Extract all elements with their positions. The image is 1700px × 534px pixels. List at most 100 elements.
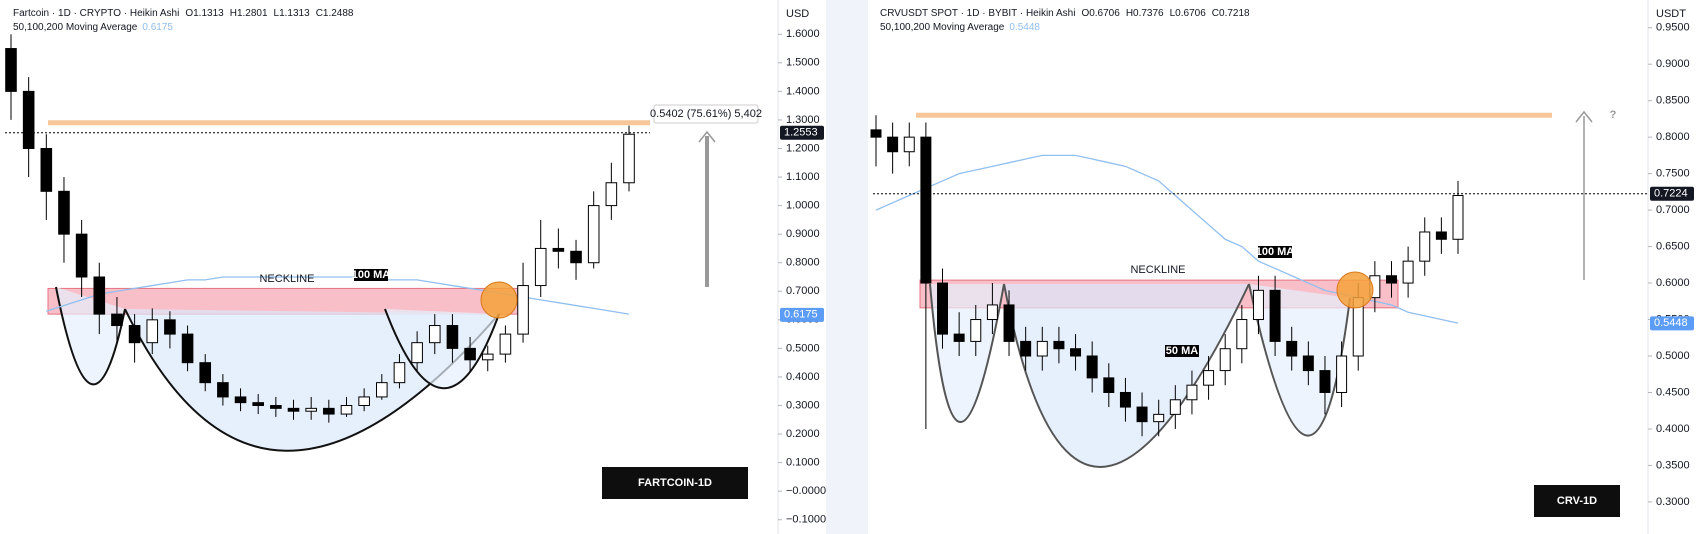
symbol: CRVUSDT SPOT · 1D · BYBIT · Heikin Ashi [880, 8, 1075, 19]
y-tick-label: 0.9000 [1656, 58, 1690, 70]
y-tick-label: 0.8000 [786, 257, 820, 269]
plot: 1.6000 1.5000 1.4000 1.3000 1.2000 1.1000 1.00… [5, 8, 1694, 526]
y-tick-label: 0.4500 [1656, 386, 1690, 398]
candle-body [570, 250, 582, 264]
separator [826, 0, 868, 534]
ohlc-value: O1.1313 [185, 8, 224, 19]
candle-body [986, 304, 998, 321]
chart-name: CRV-1D [1557, 495, 1597, 507]
ohlc-value: O0.6706 [1081, 8, 1120, 19]
candle-body [75, 233, 88, 278]
candle-body [1302, 355, 1314, 372]
candle-body [1336, 355, 1348, 393]
ohlc-value: L1.1313 [274, 8, 311, 19]
candle-body [428, 325, 441, 344]
annotation-box [1258, 246, 1292, 258]
breakout-circle [1336, 271, 1374, 309]
candle-body [393, 362, 406, 384]
candle-body [146, 319, 159, 344]
y-tick-label: 1.2000 [786, 142, 820, 154]
y-tick-label: 0.3000 [786, 399, 820, 411]
candle-body [111, 313, 123, 327]
ohlc-value: C0.7218 [1212, 8, 1250, 19]
candle-body [1452, 195, 1464, 240]
candle-body [1402, 260, 1414, 284]
candle-body [587, 205, 600, 264]
ma-price-tag [780, 307, 824, 322]
y-tick-label: 1.3000 [786, 114, 820, 126]
candle-body [1020, 340, 1032, 357]
legend-value: 0.5448 [1009, 22, 1040, 33]
candle-body [1136, 406, 1148, 423]
y-tick-label: 0.9000 [786, 228, 820, 240]
candle-body [1219, 348, 1231, 372]
y-tick-label: 0.7500 [1656, 168, 1690, 180]
candle-body [287, 407, 300, 412]
candle-body [1003, 304, 1015, 342]
candle-body [920, 136, 932, 284]
annotation: NECKLINE [1130, 264, 1185, 276]
header-title: CRVUSDT SPOT · 1D · BYBIT · Heikin Ashi O… [880, 8, 1250, 19]
legend-label: 50,100,200 Moving Average [13, 22, 138, 33]
candle-body [358, 396, 370, 406]
header-title: Fartcoin · 1D · CRYPTO · Heikin Ashi O1.1… [13, 8, 354, 19]
legend: 50,100,200 Moving Average 0.6175 [13, 22, 173, 33]
candle-body [517, 285, 529, 335]
cup-curve [1003, 283, 1250, 468]
ohlc-value: C1.2488 [316, 8, 354, 19]
last-price-tag [1650, 186, 1694, 201]
symbol: Fartcoin · 1D · CRYPTO · Heikin Ashi [13, 8, 179, 19]
ohlc-value: H1.2801 [230, 8, 268, 19]
ma-price-tag [1650, 316, 1694, 331]
candle-body [40, 147, 53, 192]
candle-body [970, 319, 982, 342]
candle-body [164, 319, 176, 335]
arrow-head [698, 130, 716, 143]
y-tick-label: 0.2000 [786, 428, 820, 440]
candle-body [1086, 355, 1098, 379]
ohlc-value: L0.6706 [1170, 8, 1207, 19]
currency: USD [786, 8, 809, 20]
candle-body [887, 136, 899, 153]
candle-body [1435, 231, 1447, 240]
candle-body [903, 136, 915, 153]
chart-name: FARTCOIN-1D [638, 477, 712, 489]
candle-body [234, 396, 247, 404]
annotation: NECKLINE [259, 273, 314, 285]
y-tick-label: 0.8500 [1656, 95, 1690, 107]
last-price-tag [780, 125, 824, 140]
annotation-box [1165, 345, 1199, 357]
candle-body [1236, 319, 1248, 350]
cup-curve [55, 286, 126, 386]
candle-body [1186, 384, 1198, 401]
y-tick-label: 1.5000 [786, 57, 820, 69]
y-tick-label: 0.5000 [1656, 350, 1690, 362]
candle-body [464, 347, 476, 361]
candle-body [605, 182, 618, 207]
candle-body [1319, 370, 1331, 393]
candle-body [181, 333, 194, 364]
y-tick-label: 1.4000 [786, 85, 820, 97]
legend-label: 50,100,200 Moving Average [880, 22, 1005, 33]
candle-body [305, 407, 317, 412]
candle-body [376, 382, 388, 398]
candle-body [1103, 377, 1115, 393]
y-tick-label: 1.0000 [786, 200, 820, 212]
candle-body [93, 276, 106, 315]
last-price-label: 1.2553 [784, 127, 818, 139]
last-price-label: 0.7224 [1654, 188, 1688, 200]
candle-body [1036, 340, 1048, 357]
candle-body [499, 333, 512, 355]
y-tick-label: 0.9500 [1656, 22, 1690, 34]
y-tick-label: 0.7000 [786, 285, 820, 297]
ohlc-value: H0.7376 [1126, 8, 1164, 19]
candle-body [217, 382, 229, 398]
candle-body [1203, 370, 1215, 386]
measure-box [653, 104, 759, 124]
candle-body [446, 325, 459, 349]
candle-body [22, 90, 35, 149]
y-tick-label: 0.6000 [1656, 277, 1690, 289]
cup-curve [929, 283, 1005, 423]
candle-body [1119, 391, 1131, 408]
